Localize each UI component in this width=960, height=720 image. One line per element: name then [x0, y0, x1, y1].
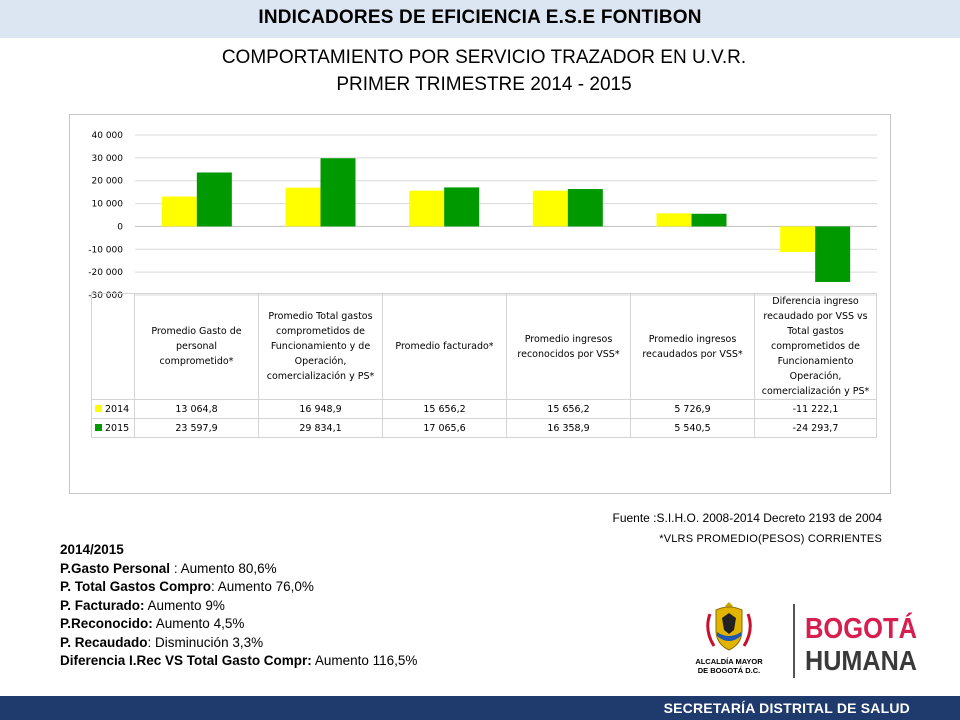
table-header-cell: Promedio Total gastos comprometidos de F… [258, 293, 383, 400]
legend-label: 2014 [105, 403, 130, 415]
chart-subtitle: COMPORTAMIENTO POR SERVICIO TRAZADOR EN … [0, 44, 960, 98]
table-cell: 23 597,9 [134, 418, 259, 438]
summary-line: P. Facturado: Aumento 9% [60, 597, 417, 616]
summary-value: Aumento 4,5% [152, 616, 245, 631]
y-tick-label: 30 000 [92, 154, 124, 164]
bar-2014 [409, 190, 445, 227]
table-cell: 15 656,2 [506, 399, 631, 419]
table-cell: 5 540,5 [630, 418, 755, 438]
table-cell: 16 948,9 [258, 399, 383, 419]
y-tick-label: 20 000 [92, 177, 124, 187]
summary-label: Diferencia I.Rec VS Total Gasto Compr: [60, 653, 312, 668]
table-cell: 29 834,1 [258, 418, 383, 438]
y-tick-label: 10 000 [92, 200, 124, 210]
summary-label: P. Facturado: [60, 597, 145, 613]
summary-line: Diferencia I.Rec VS Total Gasto Compr: A… [60, 652, 417, 671]
summary-value: Aumento 9% [144, 597, 225, 613]
header-band [0, 0, 960, 38]
subtitle-line-1: COMPORTAMIENTO POR SERVICIO TRAZADOR EN … [221, 47, 747, 68]
y-tick-label: -20 000 [88, 268, 123, 278]
table-cell: 5 726,9 [630, 399, 755, 419]
summary-value: : Aumento 80,6% [170, 560, 277, 576]
subtitle-line-2: PRIMER TRIMESTRE 2014 - 2015 [336, 74, 632, 95]
humana-wordmark: HUMANA [805, 645, 917, 676]
source-text: Fuente :S.I.H.O. 2008-2014 Decreto 2193 … [612, 511, 882, 525]
summary-value: Aumento 116,5% [311, 653, 418, 668]
table-cell: 17 065,6 [382, 418, 507, 438]
table-header-cell: Promedio Gasto de personal comprometido* [134, 293, 259, 400]
coat-of-arms-icon [706, 602, 752, 651]
summary-heading: 2014/2015 [60, 542, 124, 557]
summary-block: 2014/2015 P.Gasto Personal : Aumento 80,… [60, 541, 417, 671]
table-row-2014: 2014 13 064,8 16 948,9 15 656,2 15 656,2… [91, 399, 877, 419]
alcaldia-line-2: DE BOGOTÁ D.C. [698, 666, 761, 675]
summary-label: P. Total Gastos Compro [60, 579, 212, 594]
alcaldia-line-1: ALCALDÍA MAYOR [695, 657, 763, 666]
summary-line: P. Total Gastos Compro: Aumento 76,0% [60, 578, 417, 597]
y-tick-label: 40 000 [92, 131, 124, 141]
table-header-cell: Promedio ingresos recaudados por VSS* [630, 293, 755, 400]
bar-2014 [656, 213, 692, 227]
table-cell: 16 358,9 [506, 418, 631, 438]
bar-2014 [532, 190, 568, 227]
bar-2014 [285, 187, 321, 227]
summary-label: P. Recaudado [60, 634, 148, 650]
bar-2014 [780, 226, 816, 253]
table-row-2015: 2015 23 597,9 29 834,1 17 065,6 16 358,9… [91, 418, 877, 438]
bar-2015 [567, 189, 603, 227]
bar-2015 [320, 158, 356, 227]
bogota-wordmark: BOGOTÁ [805, 611, 917, 645]
bar-2015 [691, 213, 727, 227]
table-cell: 15 656,2 [382, 399, 507, 419]
table-header-cell: Diferencia ingreso recaudado por VSS vs … [754, 293, 877, 400]
table-header-row: Promedio Gasto de personal comprometido*… [91, 293, 877, 400]
alcaldia-logo: ALCALDÍA MAYOR DE BOGOTÁ D.C. [695, 602, 763, 675]
summary-label: P.Reconocido: [60, 616, 153, 631]
legend-entry-2015: 2015 [91, 418, 135, 438]
bogota-humana-logo: BOGOTÁ HUMANA [805, 611, 917, 676]
summary-value: : Disminución 3,3% [147, 634, 264, 650]
footer-band: SECRETARÍA DISTRITAL DE SALUD [0, 696, 960, 720]
summary-line: P.Gasto Personal : Aumento 80,6% [60, 560, 417, 579]
chart-data-table: Promedio Gasto de personal comprometido*… [91, 293, 877, 438]
table-corner-cell [91, 293, 135, 400]
legend-swatch-2015 [95, 423, 102, 431]
table-header-cell: Promedio facturado* [382, 293, 507, 400]
summary-line: P.Reconocido: Aumento 4,5% [60, 615, 417, 634]
currency-note: *VLRS PROMEDIO(PESOS) CORRIENTES [659, 533, 882, 545]
summary-line: P. Recaudado: Disminución 3,3% [60, 634, 417, 653]
legend-label: 2015 [105, 422, 130, 434]
summary-label: P.Gasto Personal [60, 560, 171, 576]
bar-2015 [444, 187, 480, 227]
summary-value: : Aumento 76,0% [211, 579, 314, 594]
bar-2014 [161, 196, 197, 227]
table-cell: -24 293,7 [754, 418, 877, 438]
table-cell: -11 222,1 [754, 399, 877, 419]
bar-2015 [196, 172, 232, 227]
table-header-cell: Promedio ingresos reconocidos por VSS* [506, 293, 631, 400]
table-cell: 13 064,8 [134, 399, 259, 419]
footer-text: SECRETARÍA DISTRITAL DE SALUD [663, 700, 910, 716]
logo-divider [793, 604, 795, 678]
bar-2015 [815, 226, 851, 282]
page-title: INDICADORES DE EFICIENCIA E.S.E FONTIBON [258, 7, 702, 28]
y-tick-label: -10 000 [88, 245, 123, 255]
y-tick-label: 0 [117, 222, 123, 232]
legend-entry-2014: 2014 [91, 399, 135, 419]
legend-swatch-2014 [95, 404, 102, 412]
